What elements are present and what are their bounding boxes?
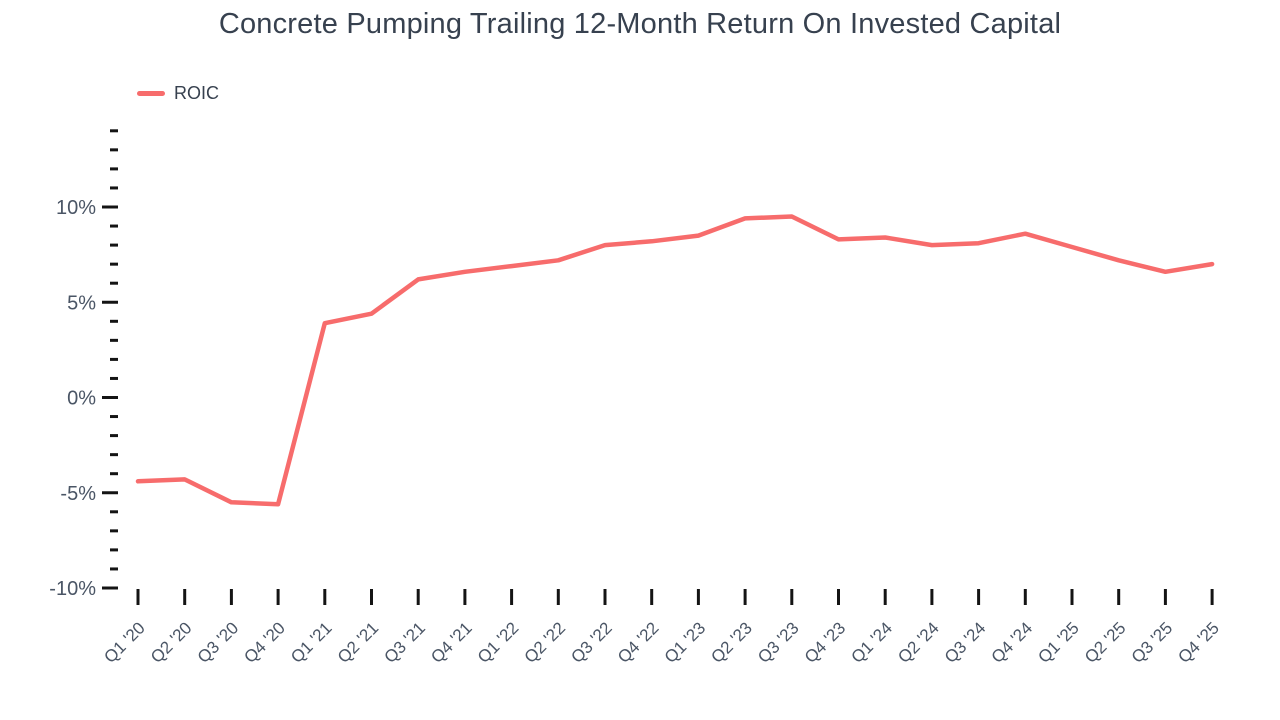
legend-item-roic[interactable]: ROIC <box>137 83 219 104</box>
roic-line <box>135 214 1215 507</box>
series-roic <box>135 214 1215 507</box>
x-tick-label: Q4 '24 <box>988 618 1036 666</box>
x-tick-label: Q4 '21 <box>427 618 475 666</box>
x-tick-label: Q3 '21 <box>381 618 429 666</box>
y-tick-label: -5% <box>60 483 96 505</box>
y-tick-label: 10% <box>56 197 96 219</box>
x-tick-label: Q4 '22 <box>614 618 662 666</box>
x-tick-label: Q3 '25 <box>1128 618 1176 666</box>
x-tick-label: Q4 '23 <box>801 618 849 666</box>
x-tick-label: Q2 '22 <box>521 618 569 666</box>
x-tick-label: Q1 '24 <box>848 618 896 666</box>
y-tick-label: -10% <box>49 578 96 600</box>
x-tick-label: Q2 '21 <box>334 618 382 666</box>
y-tick-label: 0% <box>67 388 96 410</box>
x-tick-label: Q2 '23 <box>707 618 755 666</box>
x-tick-label: Q2 '20 <box>147 618 195 666</box>
x-tick-label: Q1 '22 <box>474 618 522 666</box>
chart-title: Concrete Pumping Trailing 12-Month Retur… <box>218 8 1062 40</box>
x-tick-label: Q3 '24 <box>941 618 989 666</box>
x-tick-label: Q4 '20 <box>240 618 288 666</box>
legend-item-label: ROIC <box>174 83 219 103</box>
x-tick-label: Q4 '25 <box>1174 618 1222 666</box>
x-tick-label: Q2 '24 <box>894 618 942 666</box>
x-tick-label: Q3 '20 <box>194 618 242 666</box>
legend-line-swatch-icon <box>137 91 165 96</box>
x-tick-label: Q1 '25 <box>1034 618 1082 666</box>
x-tick-label: Q3 '22 <box>567 618 615 666</box>
x-axis-ticks <box>136 589 1214 605</box>
y-axis-ticks <box>102 129 118 590</box>
x-tick-label: Q1 '21 <box>287 618 335 666</box>
x-tick-label: Q3 '23 <box>754 618 802 666</box>
y-tick-label: 5% <box>67 292 96 314</box>
y-axis-labels: 10% 5% 0% -5% -10% <box>49 197 96 600</box>
x-tick-label: Q2 '25 <box>1081 618 1129 666</box>
legend: ROIC <box>137 83 219 104</box>
x-tick-label: Q1 '23 <box>661 618 709 666</box>
x-tick-label: Q1 '20 <box>100 618 148 666</box>
